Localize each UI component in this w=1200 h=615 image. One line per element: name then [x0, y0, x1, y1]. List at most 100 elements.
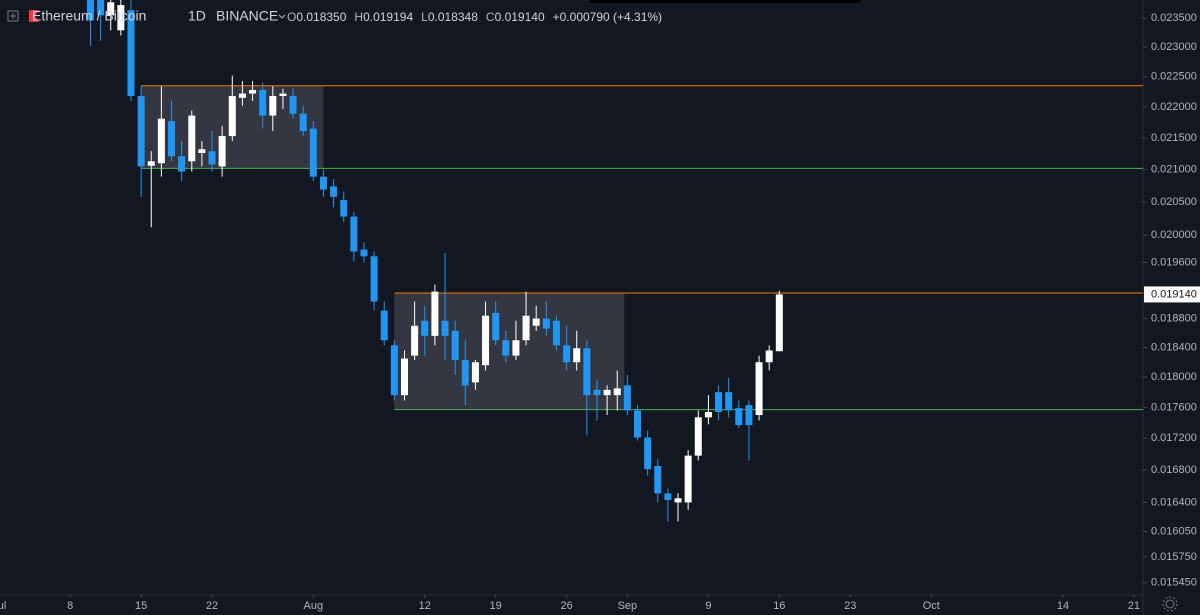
- candle-body: [157, 118, 165, 164]
- gear[interactable]: [1165, 599, 1175, 609]
- candle-body: [370, 256, 378, 302]
- interval[interactable]: 1D: [188, 8, 206, 24]
- candle-body: [451, 330, 459, 361]
- x-tick-label: 19: [490, 600, 502, 612]
- y-tick-label: 0.021500: [1151, 132, 1197, 144]
- candle-body: [168, 121, 176, 157]
- candle-body: [745, 405, 753, 426]
- candle-body: [137, 96, 145, 167]
- candle-body: [380, 310, 388, 341]
- header: Ethereum / Bitcoin 1D BINANCE O0.018350 H…: [7, 8, 662, 24]
- candle-body: [289, 96, 297, 114]
- x-tick-label: 22: [206, 600, 218, 612]
- candle-body: [147, 161, 155, 166]
- y-tick-label: 0.022500: [1151, 71, 1197, 83]
- candle-body: [725, 392, 733, 411]
- y-tick-label: 0.023000: [1151, 41, 1197, 53]
- plot-area: [86, 0, 1143, 522]
- candle-body: [178, 156, 186, 172]
- candle-body: [401, 358, 409, 396]
- candle-body: [492, 312, 500, 341]
- y-tick-label: 0.022000: [1151, 101, 1197, 113]
- candle-body: [330, 186, 338, 197]
- candle-body: [542, 318, 550, 329]
- ohlc-key: O: [287, 10, 296, 24]
- x-tick-label: 12: [419, 600, 431, 612]
- ohlc: O0.018350 H0.019194 L0.018348 C0.019140 +0.0…: [287, 10, 662, 24]
- candle-body: [715, 392, 723, 412]
- candle-body: [319, 176, 327, 190]
- candle-body: [188, 115, 196, 162]
- ohlc-key: L: [421, 10, 428, 24]
- candle-body: [644, 437, 652, 470]
- candle-body: [340, 200, 348, 217]
- symbol[interactable]: Ethereum / Bitcoin: [32, 8, 146, 24]
- y-tick-label: 0.016400: [1151, 496, 1197, 508]
- x-tick-label: Oct: [923, 600, 940, 612]
- candle-body: [583, 348, 591, 396]
- last-price-label: 0.019140: [1151, 288, 1197, 300]
- candle-body: [522, 315, 530, 341]
- change: +0.000790 (+4.31%): [553, 10, 662, 24]
- symbol-flag: [29, 10, 39, 22]
- candle-body: [117, 5, 125, 31]
- candle-body: [249, 89, 257, 94]
- ohlc-key: C: [486, 10, 495, 24]
- x-tick-label: 15: [135, 600, 147, 612]
- candle-body: [735, 408, 743, 426]
- y-tick-label: 0.017200: [1151, 432, 1197, 444]
- candle-body: [461, 360, 469, 386]
- candle-body: [127, 10, 135, 97]
- candle-body: [552, 320, 560, 346]
- y-tick-label: 0.016050: [1151, 525, 1197, 537]
- y-tick-label: 0.018800: [1151, 312, 1197, 324]
- candle-body: [107, 2, 115, 16]
- candle-body: [198, 149, 206, 154]
- candle-body: [532, 318, 540, 326]
- y-tick-label: 0.018000: [1151, 371, 1197, 383]
- candle-body: [238, 93, 246, 98]
- candle-body: [563, 345, 571, 363]
- candle-body: [755, 362, 763, 416]
- chevron[interactable]: [278, 14, 286, 19]
- y-tick-label: 0.017600: [1151, 401, 1197, 413]
- candle-body: [421, 320, 429, 336]
- candle-body: [502, 340, 510, 356]
- ohlc-value: 0.019194: [363, 10, 413, 24]
- expand-icon[interactable]: [7, 10, 19, 22]
- candle-body: [471, 362, 479, 383]
- top-bar: [590, 0, 860, 3]
- x-tick-label: 8: [67, 600, 73, 612]
- candle-body: [775, 294, 783, 352]
- candle-body: [573, 348, 581, 363]
- candle-body: [512, 340, 520, 356]
- ohlc-value: 0.019140: [495, 10, 545, 24]
- candle-body: [684, 455, 692, 503]
- ohlc-value: 0.018348: [428, 10, 478, 24]
- candle-body: [623, 385, 631, 411]
- y-tick-label: 0.020500: [1151, 196, 1197, 208]
- x-tick-label: 21: [1128, 600, 1140, 612]
- candle-body: [613, 388, 621, 396]
- exchange: BINANCE: [216, 8, 278, 24]
- y-tick-label: 0.015750: [1151, 551, 1197, 563]
- y-tick-label: 0.019600: [1151, 256, 1197, 268]
- expand-icon-plus: [10, 13, 16, 19]
- candle-body: [593, 389, 601, 396]
- gear-teeth: [1162, 596, 1178, 612]
- candle-body: [694, 417, 702, 456]
- candle-body: [218, 136, 226, 167]
- settings-icon[interactable]: [1162, 596, 1178, 612]
- x-tick-label: Aug: [304, 600, 324, 612]
- candle-body: [633, 410, 641, 438]
- candle-body: [299, 113, 307, 132]
- candle-body: [228, 96, 236, 137]
- candle-body: [208, 151, 216, 165]
- candle-body: [86, 0, 94, 21]
- y-tick-label: 0.023500: [1151, 12, 1197, 24]
- candle-body: [765, 350, 773, 363]
- x-tick-label: Jul: [0, 600, 6, 612]
- y-tick-label: 0.018400: [1151, 341, 1197, 353]
